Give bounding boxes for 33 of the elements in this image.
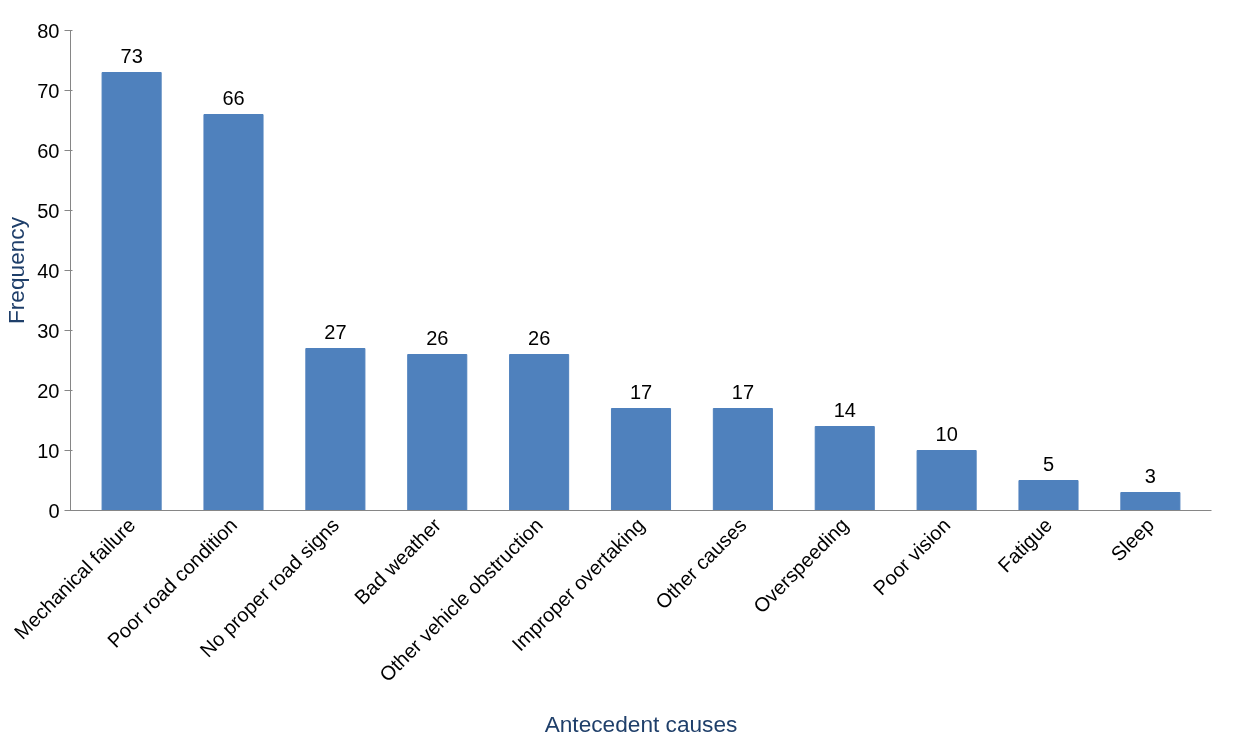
bar: [407, 354, 468, 511]
x-axis-title: Antecedent causes: [544, 711, 738, 738]
data-label: 14: [833, 398, 856, 421]
data-label: 10: [935, 422, 958, 445]
y-tick-label: 10: [37, 439, 60, 462]
bar: [509, 354, 570, 511]
bar: [305, 348, 366, 511]
y-tick-label: 30: [37, 319, 60, 342]
data-label: 66: [222, 86, 245, 109]
data-label: 26: [426, 326, 449, 349]
y-tick-label: 50: [37, 199, 60, 222]
bar: [101, 72, 162, 511]
bar: [1120, 492, 1181, 511]
y-tick-label: 0: [48, 499, 60, 522]
bar: [610, 408, 672, 511]
data-label: 27: [324, 320, 347, 343]
y-tick-label: 80: [37, 19, 60, 42]
y-tick-label: 40: [37, 259, 60, 282]
data-label: 26: [528, 326, 551, 349]
bar: [916, 450, 977, 511]
data-label: 17: [629, 380, 653, 403]
y-tick-label: 20: [37, 379, 60, 402]
data-label: 73: [120, 44, 143, 67]
y-tick-label: 60: [37, 139, 60, 162]
bar: [814, 426, 875, 511]
data-label: 17: [731, 380, 754, 403]
data-label: 5: [1042, 452, 1055, 475]
bar: [1018, 480, 1079, 511]
y-tick-label: 70: [37, 79, 60, 102]
bar: [712, 408, 773, 511]
data-label: 3: [1144, 464, 1156, 487]
bar: [203, 114, 264, 511]
y-axis-title: Frequency: [3, 216, 30, 325]
